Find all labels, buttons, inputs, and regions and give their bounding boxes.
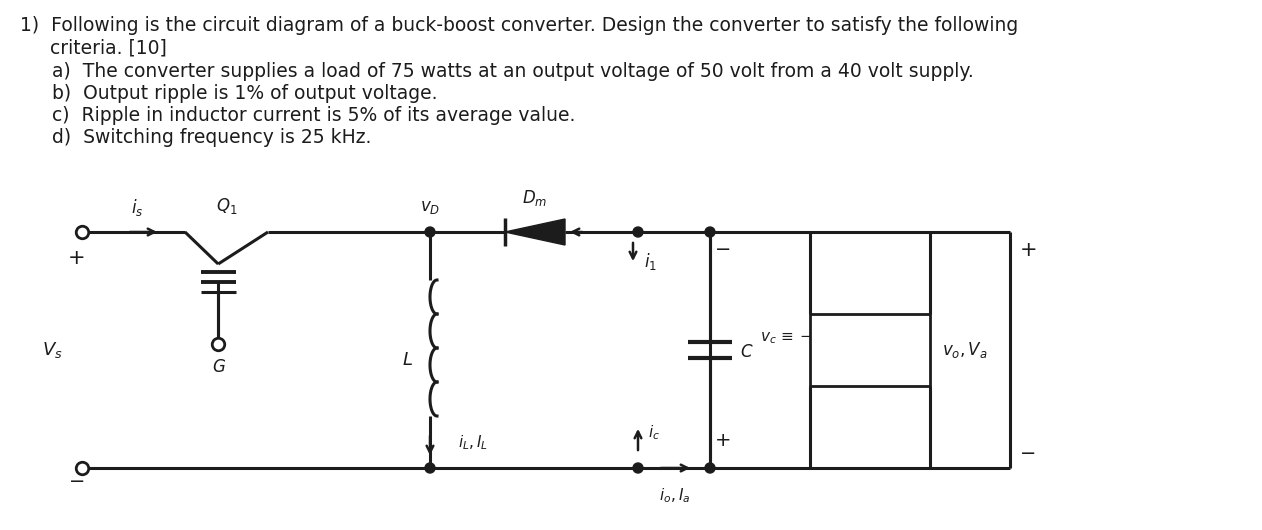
Text: +: + — [68, 248, 86, 268]
Text: $i_s$: $i_s$ — [131, 197, 143, 218]
Text: L: L — [403, 351, 413, 369]
Text: $i_1$: $i_1$ — [644, 252, 658, 272]
Text: $i_c$: $i_c$ — [647, 423, 660, 443]
Text: a)  The converter supplies a load of 75 watts at an output voltage of 50 volt fr: a) The converter supplies a load of 75 w… — [52, 62, 974, 81]
Text: $v_o, V_a$: $v_o, V_a$ — [941, 340, 988, 360]
Text: −: − — [1020, 444, 1036, 463]
Bar — [810, 314, 930, 386]
Text: d)  Switching frequency is 25 kHz.: d) Switching frequency is 25 kHz. — [52, 128, 371, 147]
Text: G: G — [212, 358, 225, 376]
Text: $Q_1$: $Q_1$ — [216, 196, 237, 216]
Circle shape — [705, 227, 716, 237]
Text: $i_o, I_a$: $i_o, I_a$ — [659, 486, 690, 505]
Text: c)  Ripple in inductor current is 5% of its average value.: c) Ripple in inductor current is 5% of i… — [52, 106, 575, 125]
Text: criteria. [10]: criteria. [10] — [20, 38, 167, 57]
Text: 1)  Following is the circuit diagram of a buck-boost converter. Design the conve: 1) Following is the circuit diagram of a… — [20, 16, 1018, 35]
Text: $v_D$: $v_D$ — [420, 198, 440, 216]
Circle shape — [425, 463, 435, 473]
Text: $i_L, I_L$: $i_L, I_L$ — [458, 434, 488, 452]
Circle shape — [425, 227, 435, 237]
Text: −: − — [716, 241, 732, 260]
Text: $v_c$: $v_c$ — [760, 330, 776, 346]
Text: b)  Output ripple is 1% of output voltage.: b) Output ripple is 1% of output voltage… — [52, 84, 438, 103]
Text: +: + — [1020, 240, 1037, 260]
Text: $\equiv -v_o$: $\equiv -v_o$ — [777, 330, 833, 346]
Text: Load: Load — [848, 341, 891, 359]
Text: C: C — [740, 343, 752, 361]
Text: +: + — [716, 430, 732, 449]
Text: −: − — [69, 472, 86, 491]
Circle shape — [634, 463, 644, 473]
Circle shape — [705, 463, 716, 473]
Circle shape — [634, 227, 644, 237]
Text: $D_m$: $D_m$ — [522, 188, 548, 208]
Text: $V_s$: $V_s$ — [42, 340, 62, 360]
Polygon shape — [505, 219, 565, 245]
